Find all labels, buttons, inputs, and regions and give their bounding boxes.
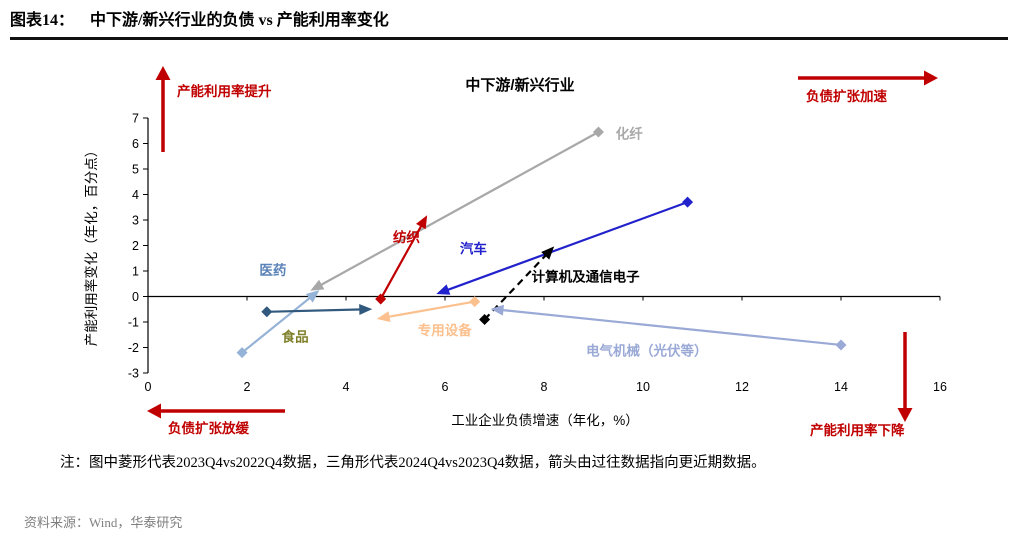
diamond-marker-2023q4 [469,296,481,308]
bottom-right-label: 产能利用率下降 [810,422,905,438]
figure-header: 图表14： 中下游/新兴行业的负债 vs 产能利用率变化 [10,6,1008,40]
top-left-label: 产能利用率提升 [177,83,272,99]
triangle-marker-2024q4 [436,284,451,295]
figure-title: 中下游/新兴行业的负债 vs 产能利用率变化 [90,12,389,29]
series-arrow-line [379,218,427,300]
series-label: 电气机械（光伏等） [586,342,708,358]
y-tick-label: 3 [132,214,139,228]
x-tick-label: 12 [735,380,749,394]
source-line: 资料来源：Wind，华泰研究 [24,515,183,530]
diamond-marker-2023q4 [479,313,491,325]
diamond-marker-2023q4 [682,196,694,208]
series-arrow-line [241,291,317,354]
series-arrow-line [494,308,842,347]
x-tick-label: 8 [541,380,548,394]
x-tick-label: 2 [244,380,251,394]
series-label: 计算机及通信电子 [532,268,640,284]
y-tick-label: -3 [128,367,139,381]
triangle-marker-2024q4 [305,290,320,303]
triangle-marker-2024q4 [376,311,391,323]
y-tick-label: 0 [132,290,139,304]
top-left-arrowhead-icon [155,66,171,80]
bottom-left-arrowhead-icon [147,403,161,419]
x-axis-title: 工业企业负债增速（年化，%） [451,412,639,428]
top-right-label: 负债扩张加速 [806,88,887,104]
diamond-marker-2023q4 [236,347,248,359]
series-label: 专用设备 [418,322,472,338]
x-tick-label: 16 [933,380,947,394]
diamond-marker-2023q4 [835,339,847,351]
x-tick-label: 10 [636,380,650,394]
triangle-marker-2024q4 [490,304,505,316]
series-arrow-line [266,308,369,313]
x-tick-label: 6 [442,380,449,394]
y-tick-label: 1 [132,265,139,279]
x-tick-label: 14 [834,380,848,394]
y-tick-label: -2 [128,341,139,355]
top-right-arrowhead-icon [924,70,938,86]
series-label: 纺织 [393,229,420,245]
bottom-left-label: 负债扩张放缓 [168,420,249,436]
y-tick-label: 5 [132,163,139,177]
triangle-marker-2024q4 [359,303,373,315]
series-arrow-line [380,300,475,320]
footnote: 注：图中菱形代表2023Q4vs2022Q4数据，三角形代表2024Q4vs20… [60,455,766,471]
y-tick-label: 7 [132,112,139,126]
diamond-marker-2023q4 [592,126,604,138]
x-tick-label: 0 [145,380,152,394]
series-arrow-line [439,201,688,294]
triangle-marker-2024q4 [310,279,325,291]
diamond-marker-2023q4 [375,293,387,305]
y-tick-label: 6 [132,137,139,151]
y-tick-label: 2 [132,239,139,253]
bottom-right-arrowhead-icon [897,408,913,422]
y-tick-label: 4 [132,188,139,202]
series-label: 汽车 [460,240,487,256]
y-axis-title: 产能利用率变化（年化，百分点） [83,144,99,347]
y-tick-label: -1 [128,316,139,330]
triangle-marker-2024q4 [541,246,555,260]
scatter-chart: 中下游/新兴行业 产能利用率变化（年化，百分点） 工业企业负债增速（年化，%） … [83,66,947,438]
series-label: 化纤 [616,126,644,142]
series-label: 食品 [282,328,309,344]
triangle-marker-2024q4 [416,215,428,230]
x-tick-label: 4 [343,380,350,394]
series-label: 医药 [259,262,286,278]
figure-number: 图表14： [10,12,75,29]
diamond-marker-2023q4 [261,306,273,318]
chart-title: 中下游/新兴行业 [465,76,574,94]
series-arrow-line [313,131,599,290]
